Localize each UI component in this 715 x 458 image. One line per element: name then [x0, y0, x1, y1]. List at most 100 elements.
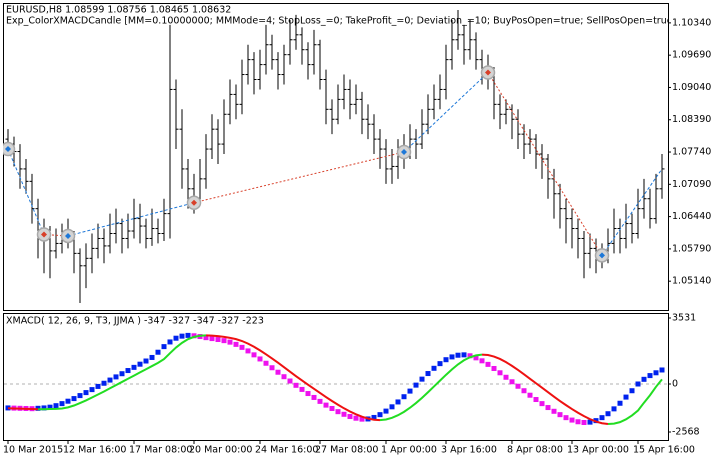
- trade-link: [601, 168, 663, 256]
- hist-mark: [293, 382, 299, 388]
- hist-mark: [539, 401, 545, 407]
- hist-mark: [47, 404, 53, 410]
- trade-marker: [599, 252, 605, 259]
- hist-mark: [635, 381, 641, 387]
- hist-mark: [41, 405, 47, 411]
- y-tick-label: 1.06440: [672, 211, 711, 222]
- hist-mark: [617, 400, 623, 406]
- x-tick-label: 10 Mar 2015: [3, 445, 63, 456]
- hist-mark: [107, 377, 113, 383]
- y-tick-label: 1.07090: [672, 179, 711, 190]
- hist-mark: [263, 360, 269, 366]
- indicator-header: XMACD( 12, 26, 9, T3, JJMA ) -347 -327 -…: [6, 316, 264, 327]
- trade-marker: [485, 69, 491, 76]
- hist-mark: [5, 405, 11, 411]
- hist-mark: [419, 376, 425, 382]
- hist-mark: [233, 341, 239, 347]
- hist-mark: [311, 394, 317, 400]
- hist-mark: [191, 333, 197, 339]
- price-bars: [3, 9, 665, 304]
- hist-mark: [113, 374, 119, 380]
- hist-mark: [155, 349, 161, 355]
- hist-mark: [383, 408, 389, 414]
- hist-mark: [83, 390, 89, 396]
- hist-mark: [485, 361, 491, 367]
- hist-mark: [479, 358, 485, 364]
- hist-mark: [257, 356, 263, 362]
- trade-marker: [5, 146, 11, 153]
- y-tick-label: 1.08390: [672, 114, 711, 125]
- signal-line: [607, 378, 663, 425]
- trade-link: [67, 202, 195, 237]
- hist-mark: [491, 365, 497, 371]
- hist-mark: [179, 333, 185, 339]
- hist-mark: [65, 398, 71, 404]
- trade-link: [193, 151, 405, 204]
- hist-mark: [605, 411, 611, 417]
- hist-mark: [443, 357, 449, 363]
- hist-mark: [221, 338, 227, 344]
- hist-mark: [425, 371, 431, 377]
- hist-mark: [203, 335, 209, 341]
- hist-mark: [527, 392, 533, 398]
- hist-mark: [449, 354, 455, 360]
- indicator-pane: [3, 313, 669, 441]
- y-tick-label: 3531: [672, 313, 696, 324]
- x-tick-label: 15 Apr 16:00: [633, 445, 695, 456]
- y-tick-label: -2568: [672, 427, 700, 438]
- hist-mark: [581, 420, 587, 426]
- hist-mark: [143, 358, 149, 364]
- hist-mark: [545, 405, 551, 411]
- hist-mark: [269, 365, 275, 371]
- y-tick-label: 1.07740: [672, 147, 711, 158]
- hist-mark: [515, 383, 521, 389]
- x-tick-label: 1 Apr 00:00: [381, 445, 437, 456]
- x-tick-label: 24 Mar 16:00: [255, 445, 318, 456]
- hist-mark: [569, 417, 575, 423]
- hist-mark: [611, 406, 617, 412]
- hist-mark: [101, 380, 107, 386]
- hist-mark: [437, 361, 443, 367]
- hist-mark: [119, 371, 125, 377]
- hist-mark: [341, 411, 347, 417]
- signal-line: [38, 334, 207, 411]
- hist-mark: [461, 352, 467, 358]
- trade-marker: [401, 149, 407, 156]
- signal-line: [205, 334, 381, 422]
- hist-mark: [371, 414, 377, 420]
- hist-mark: [323, 402, 329, 408]
- hist-mark: [431, 365, 437, 371]
- hist-mark: [125, 368, 131, 374]
- hist-mark: [533, 397, 539, 403]
- hist-mark: [467, 353, 473, 359]
- x-tick-label: 8 Apr 08:00: [507, 445, 563, 456]
- hist-mark: [245, 348, 251, 354]
- trade-marker: [191, 199, 197, 206]
- hist-mark: [209, 336, 215, 342]
- x-tick-label: 13 Apr 00:00: [567, 445, 629, 456]
- y-tick-label: 1.05790: [672, 243, 711, 254]
- hist-mark: [389, 404, 395, 410]
- hist-mark: [137, 361, 143, 367]
- hist-mark: [173, 335, 179, 341]
- x-tick-label: 20 Mar 00:00: [189, 445, 252, 456]
- trade-marker: [65, 232, 71, 239]
- hist-mark: [653, 370, 659, 376]
- price-pane: [3, 3, 669, 311]
- hist-mark: [599, 415, 605, 421]
- hist-mark: [89, 387, 95, 393]
- hist-mark: [395, 399, 401, 405]
- hist-mark: [281, 374, 287, 380]
- hist-mark: [509, 379, 515, 385]
- trade-link: [7, 148, 45, 235]
- hist-mark: [647, 373, 653, 379]
- trade-marker: [41, 231, 47, 238]
- hist-mark: [71, 396, 77, 402]
- hist-mark: [53, 403, 59, 409]
- x-tick-label: 12 Mar 16:00: [63, 445, 126, 456]
- hist-mark: [551, 408, 557, 414]
- hist-mark: [77, 393, 83, 399]
- expert-header: Exp_ColorXMACDCandle [MM=0.10000000; MMM…: [6, 16, 715, 27]
- hist-mark: [95, 383, 101, 389]
